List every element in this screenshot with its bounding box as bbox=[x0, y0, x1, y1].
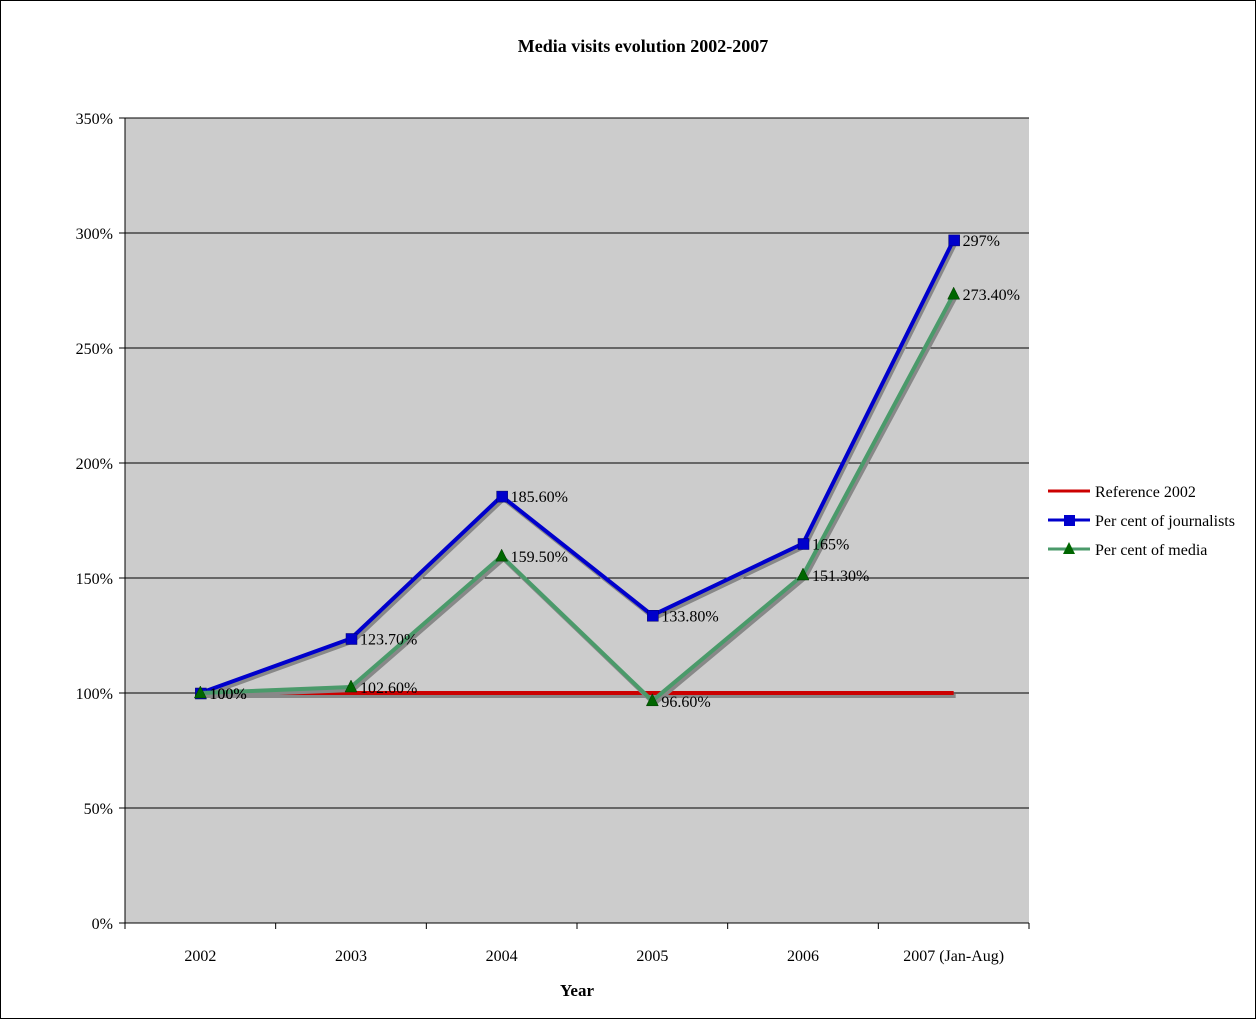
data-point-square bbox=[797, 538, 810, 550]
data-label: 273.40% bbox=[963, 287, 1020, 304]
y-tick-label: 100% bbox=[76, 686, 113, 703]
data-point-triangle bbox=[193, 685, 207, 699]
x-tick-label: 2003 bbox=[335, 948, 367, 965]
data-label: 133.80% bbox=[661, 608, 718, 625]
y-tick-label: 350% bbox=[76, 111, 113, 128]
data-label: 165% bbox=[812, 537, 849, 554]
data-label: 151.30% bbox=[812, 568, 869, 585]
legend-label: Per cent of media bbox=[1095, 542, 1207, 559]
y-tick-label: 200% bbox=[76, 456, 113, 473]
data-label: 102.60% bbox=[360, 680, 417, 697]
x-tick-label: 2002 bbox=[184, 948, 216, 965]
y-tick-label: 50% bbox=[84, 801, 113, 818]
data-point-triangle bbox=[344, 679, 358, 693]
x-tick-label: 2004 bbox=[486, 948, 518, 965]
x-tick-label: 2005 bbox=[636, 948, 668, 965]
data-label: 96.60% bbox=[661, 694, 710, 711]
series-layer bbox=[193, 234, 961, 707]
data-label: 100% bbox=[209, 686, 246, 703]
legend-marker-square bbox=[1064, 515, 1075, 526]
data-point-square bbox=[647, 610, 659, 622]
data-point-triangle bbox=[947, 286, 961, 300]
data-labels: 100%123.70%185.60%133.80%165%297%100% 102… bbox=[209, 233, 1020, 711]
data-point-square bbox=[496, 490, 508, 503]
data-label: 123.70% bbox=[360, 631, 417, 648]
data-label: 185.60% bbox=[511, 489, 568, 506]
legend-label: Per cent of journalists bbox=[1095, 513, 1235, 530]
data-point-triangle bbox=[796, 567, 810, 581]
data-label: 159.50% bbox=[511, 549, 568, 566]
y-tick-label: 300% bbox=[76, 226, 113, 243]
y-tick-label: 150% bbox=[76, 571, 113, 588]
data-point-triangle bbox=[645, 693, 659, 707]
legend-label: Reference 2002 bbox=[1095, 484, 1196, 501]
x-axis-label: Year bbox=[560, 981, 594, 1000]
legend-marker-triangle bbox=[1063, 542, 1075, 554]
data-label: 297% bbox=[963, 233, 1000, 250]
legend: Reference 2002 Per cent of journalists Per… bbox=[1048, 484, 1235, 559]
y-tick-label: 250% bbox=[76, 341, 113, 358]
x-tick-label: 2006 bbox=[787, 948, 819, 965]
series-line-1 bbox=[199, 239, 956, 695]
data-point-square bbox=[948, 234, 960, 247]
data-label: 100% bbox=[209, 686, 246, 703]
data-point-square bbox=[345, 633, 358, 645]
plot-area bbox=[125, 118, 1029, 923]
y-tick-label: 0% bbox=[92, 916, 113, 933]
x-tick-label: 2007 (Jan-Aug) bbox=[903, 948, 1004, 965]
series-line-2 bbox=[200, 293, 956, 703]
axes: 0% 50% 100% 150% 200% 250% 300% 350% 2002 2003 200… bbox=[76, 111, 1030, 965]
data-point-triangle bbox=[495, 548, 509, 562]
chart-title: Media visits evolution 2002-2007 bbox=[518, 36, 769, 56]
